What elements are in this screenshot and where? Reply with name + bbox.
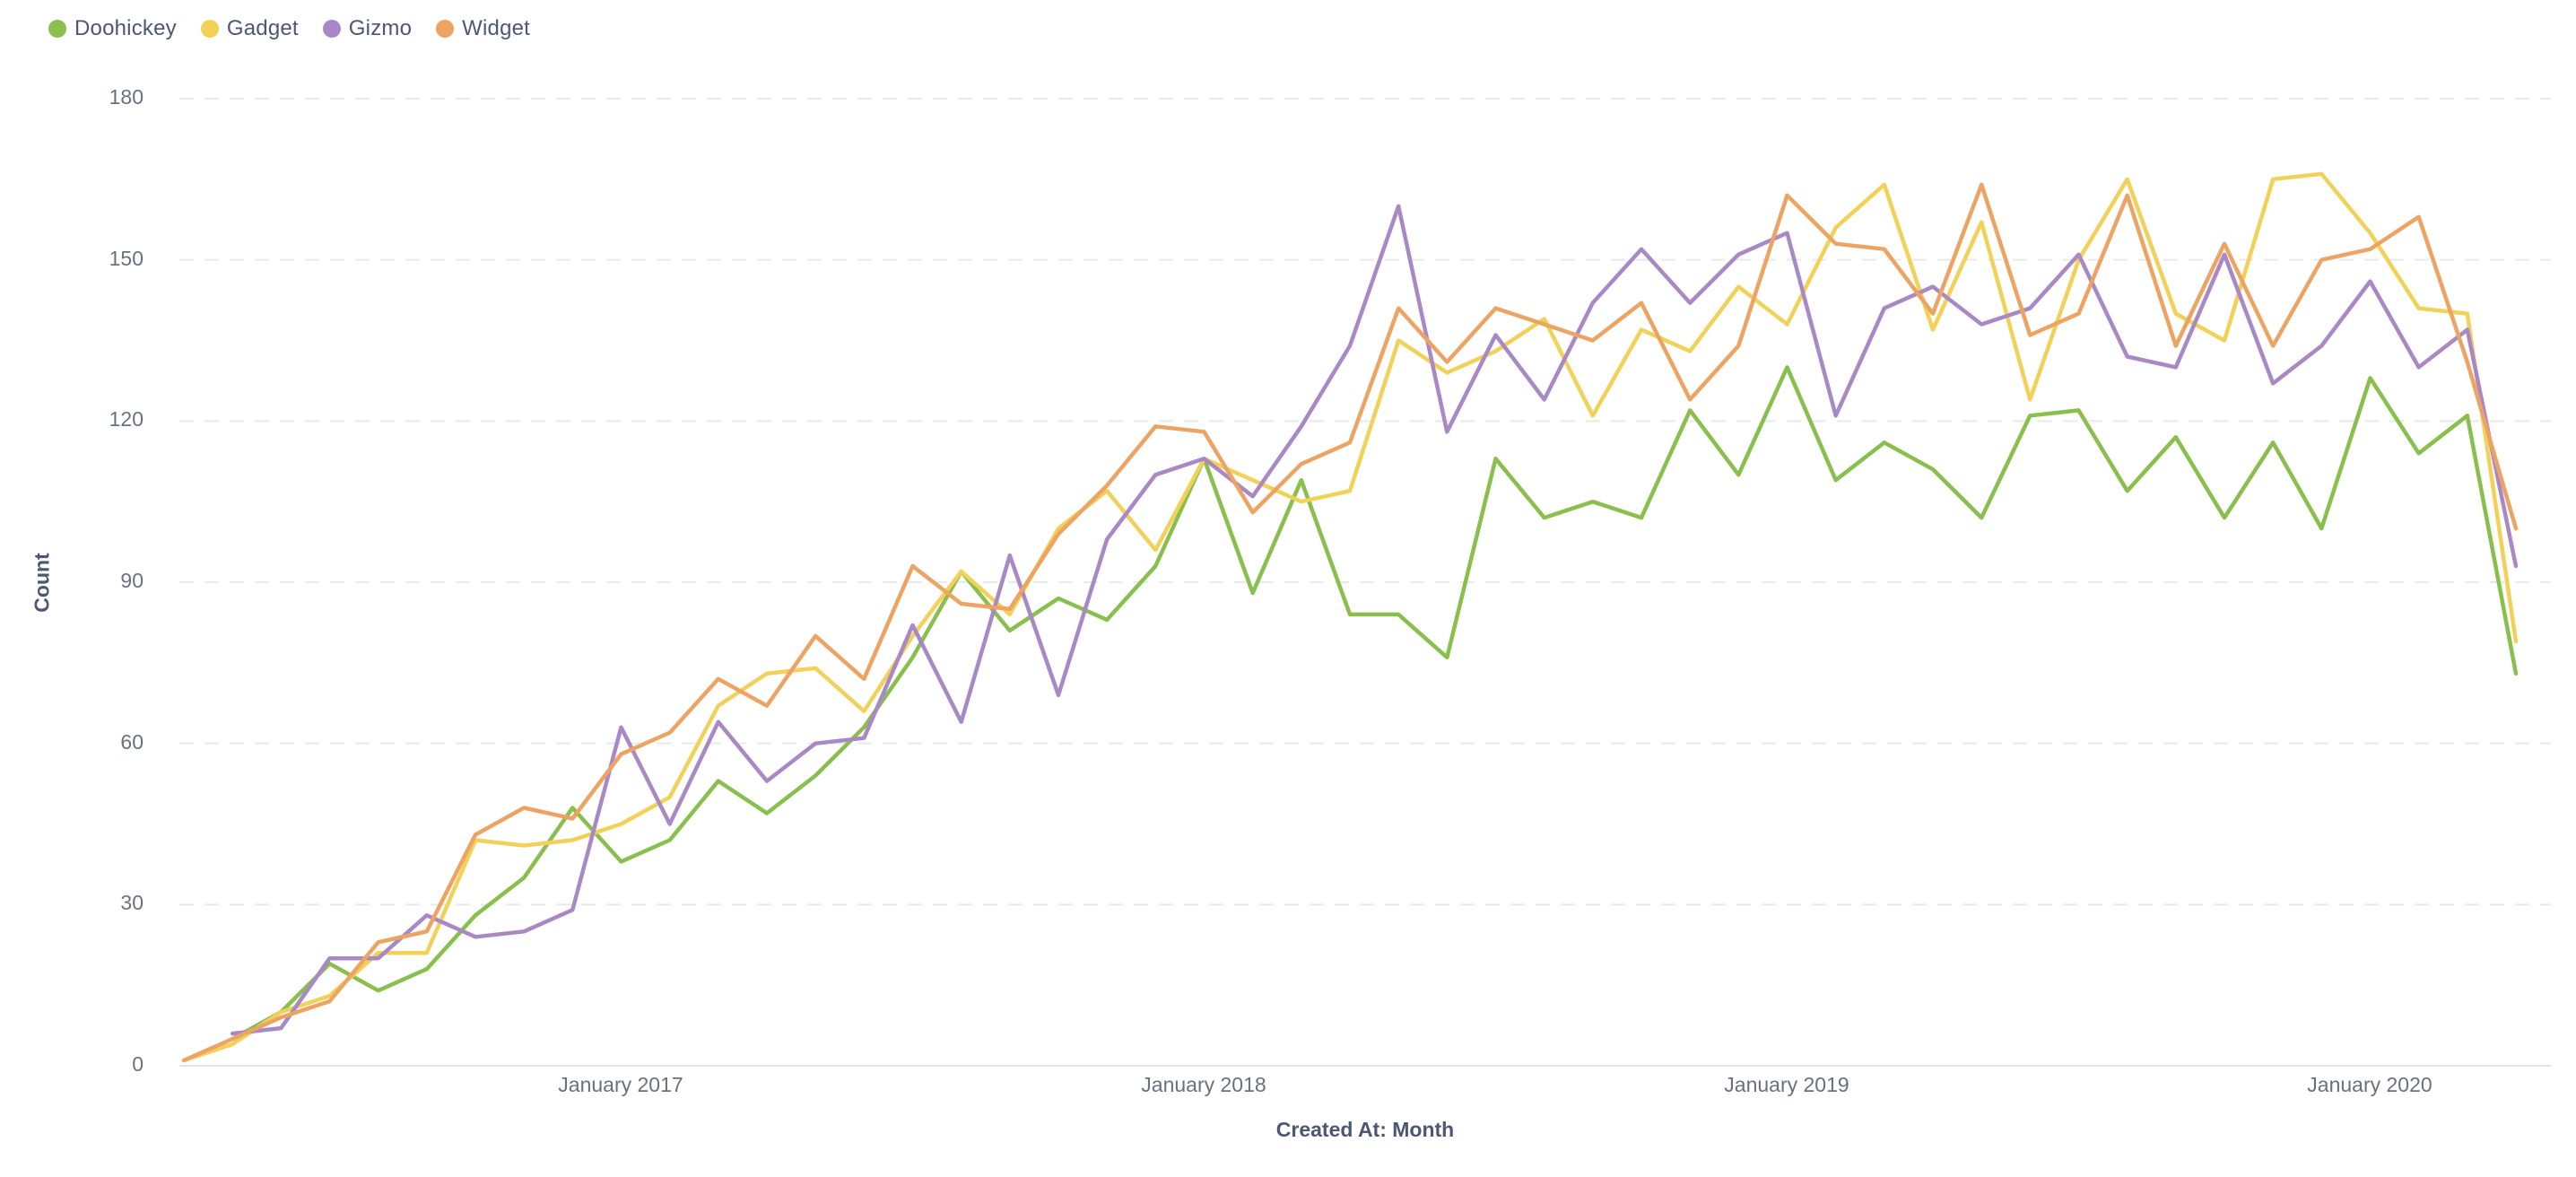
y-tick-30: 30: [120, 891, 144, 914]
legend-label: Gizmo: [348, 16, 413, 40]
legend-label: Doohickey: [74, 16, 177, 40]
legend-label: Gadget: [226, 16, 299, 40]
legend-item-gadget[interactable]: Gadget: [200, 16, 299, 41]
y-tick-60: 60: [120, 730, 144, 754]
legend-item-doohickey[interactable]: Doohickey: [48, 16, 177, 41]
x-tick-january-2020: January 2020: [2307, 1073, 2432, 1096]
legend-dot-widget: [436, 20, 455, 38]
legend: Doohickey Gadget Gizmo Widget: [48, 16, 530, 41]
legend-item-gizmo[interactable]: Gizmo: [322, 16, 413, 41]
y-tick-90: 90: [120, 569, 144, 592]
x-axis-title: Created At: Month: [1275, 1118, 1455, 1141]
legend-item-widget[interactable]: Widget: [436, 16, 530, 41]
series-line-gadget[interactable]: [181, 171, 2519, 1063]
y-tick-0: 0: [132, 1052, 144, 1076]
y-tick-120: 120: [109, 407, 144, 431]
y-tick-180: 180: [109, 85, 144, 109]
series-line-gizmo[interactable]: [230, 204, 2519, 1036]
series-line-doohickey[interactable]: [230, 365, 2519, 1042]
series-line-widget[interactable]: [181, 182, 2519, 1063]
x-tick-january-2018: January 2018: [1141, 1073, 1266, 1096]
legend-dot-doohickey: [48, 20, 66, 38]
legend-label: Widget: [462, 16, 531, 40]
legend-dot-gizmo: [322, 20, 341, 38]
legend-dot-gadget: [200, 20, 219, 38]
x-tick-january-2019: January 2019: [1724, 1073, 1849, 1096]
x-tick-january-2017: January 2017: [558, 1073, 683, 1096]
y-tick-150: 150: [109, 247, 144, 270]
y-axis-title: Count: [30, 553, 54, 613]
